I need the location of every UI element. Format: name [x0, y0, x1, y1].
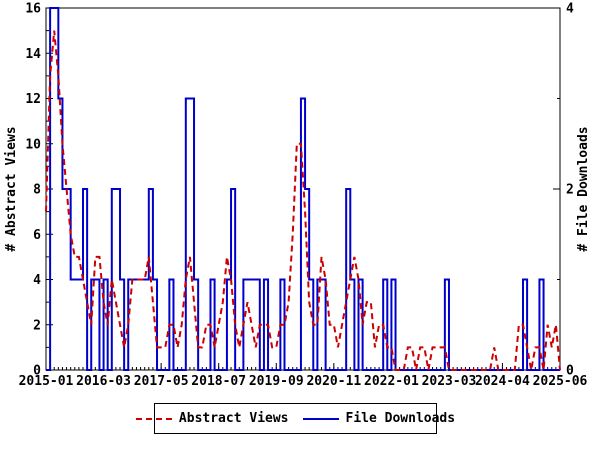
x-axis: 2015-01 2016-03 2017-05 2018-07 2019-09 2020-…: [19, 363, 588, 389]
svg-text:10: 10: [25, 137, 41, 152]
svg-text:2019-09: 2019-09: [249, 374, 304, 389]
svg-text:2017-05: 2017-05: [134, 374, 189, 389]
svg-text:0: 0: [33, 364, 41, 379]
svg-text:# Abstract Views: # Abstract Views: [4, 126, 19, 251]
svg-text:6: 6: [33, 228, 41, 243]
legend-label-abstract-views: Abstract Views: [178, 411, 289, 426]
svg-text:2022-01: 2022-01: [364, 374, 419, 389]
svg-text:2020-11: 2020-11: [306, 374, 361, 389]
svg-text:2018-07: 2018-07: [191, 374, 246, 389]
svg-text:2: 2: [33, 318, 41, 333]
svg-text:2015-01: 2015-01: [19, 374, 74, 389]
svg-text:2016-03: 2016-03: [76, 374, 131, 389]
svg-text:4: 4: [33, 273, 41, 288]
svg-text:# File Downloads: # File Downloads: [576, 126, 591, 251]
svg-text:2025-06: 2025-06: [533, 374, 588, 389]
plot-frame: [45, 7, 561, 371]
file-downloads-line-sample-icon: [302, 417, 339, 420]
svg-text:4: 4: [566, 2, 574, 17]
svg-text:12: 12: [25, 92, 41, 107]
legend-item-file-downloads: File Downloads: [302, 411, 456, 426]
y-axis-left: 0 2 4 6 8 10 12 14 16 # Abstract Views: [4, 2, 53, 379]
svg-text:14: 14: [25, 47, 41, 62]
y-axis-right: 0 2 4 # File Downloads: [553, 2, 591, 379]
svg-text:2: 2: [566, 183, 574, 198]
chart-legend: Abstract Views File Downloads: [135, 403, 455, 434]
abstract-views-line-sample-icon: [135, 417, 172, 420]
svg-text:0: 0: [566, 364, 574, 379]
svg-text:8: 8: [33, 183, 41, 198]
series-file-downloads: [46, 7, 560, 371]
legend-label-file-downloads: File Downloads: [345, 411, 456, 426]
series-abstract-views: [45, 30, 561, 371]
svg-text:2023-03: 2023-03: [422, 374, 477, 389]
svg-text:2024-04: 2024-04: [475, 374, 530, 389]
legend-item-abstract-views: Abstract Views: [135, 411, 289, 426]
svg-text:16: 16: [25, 2, 41, 17]
